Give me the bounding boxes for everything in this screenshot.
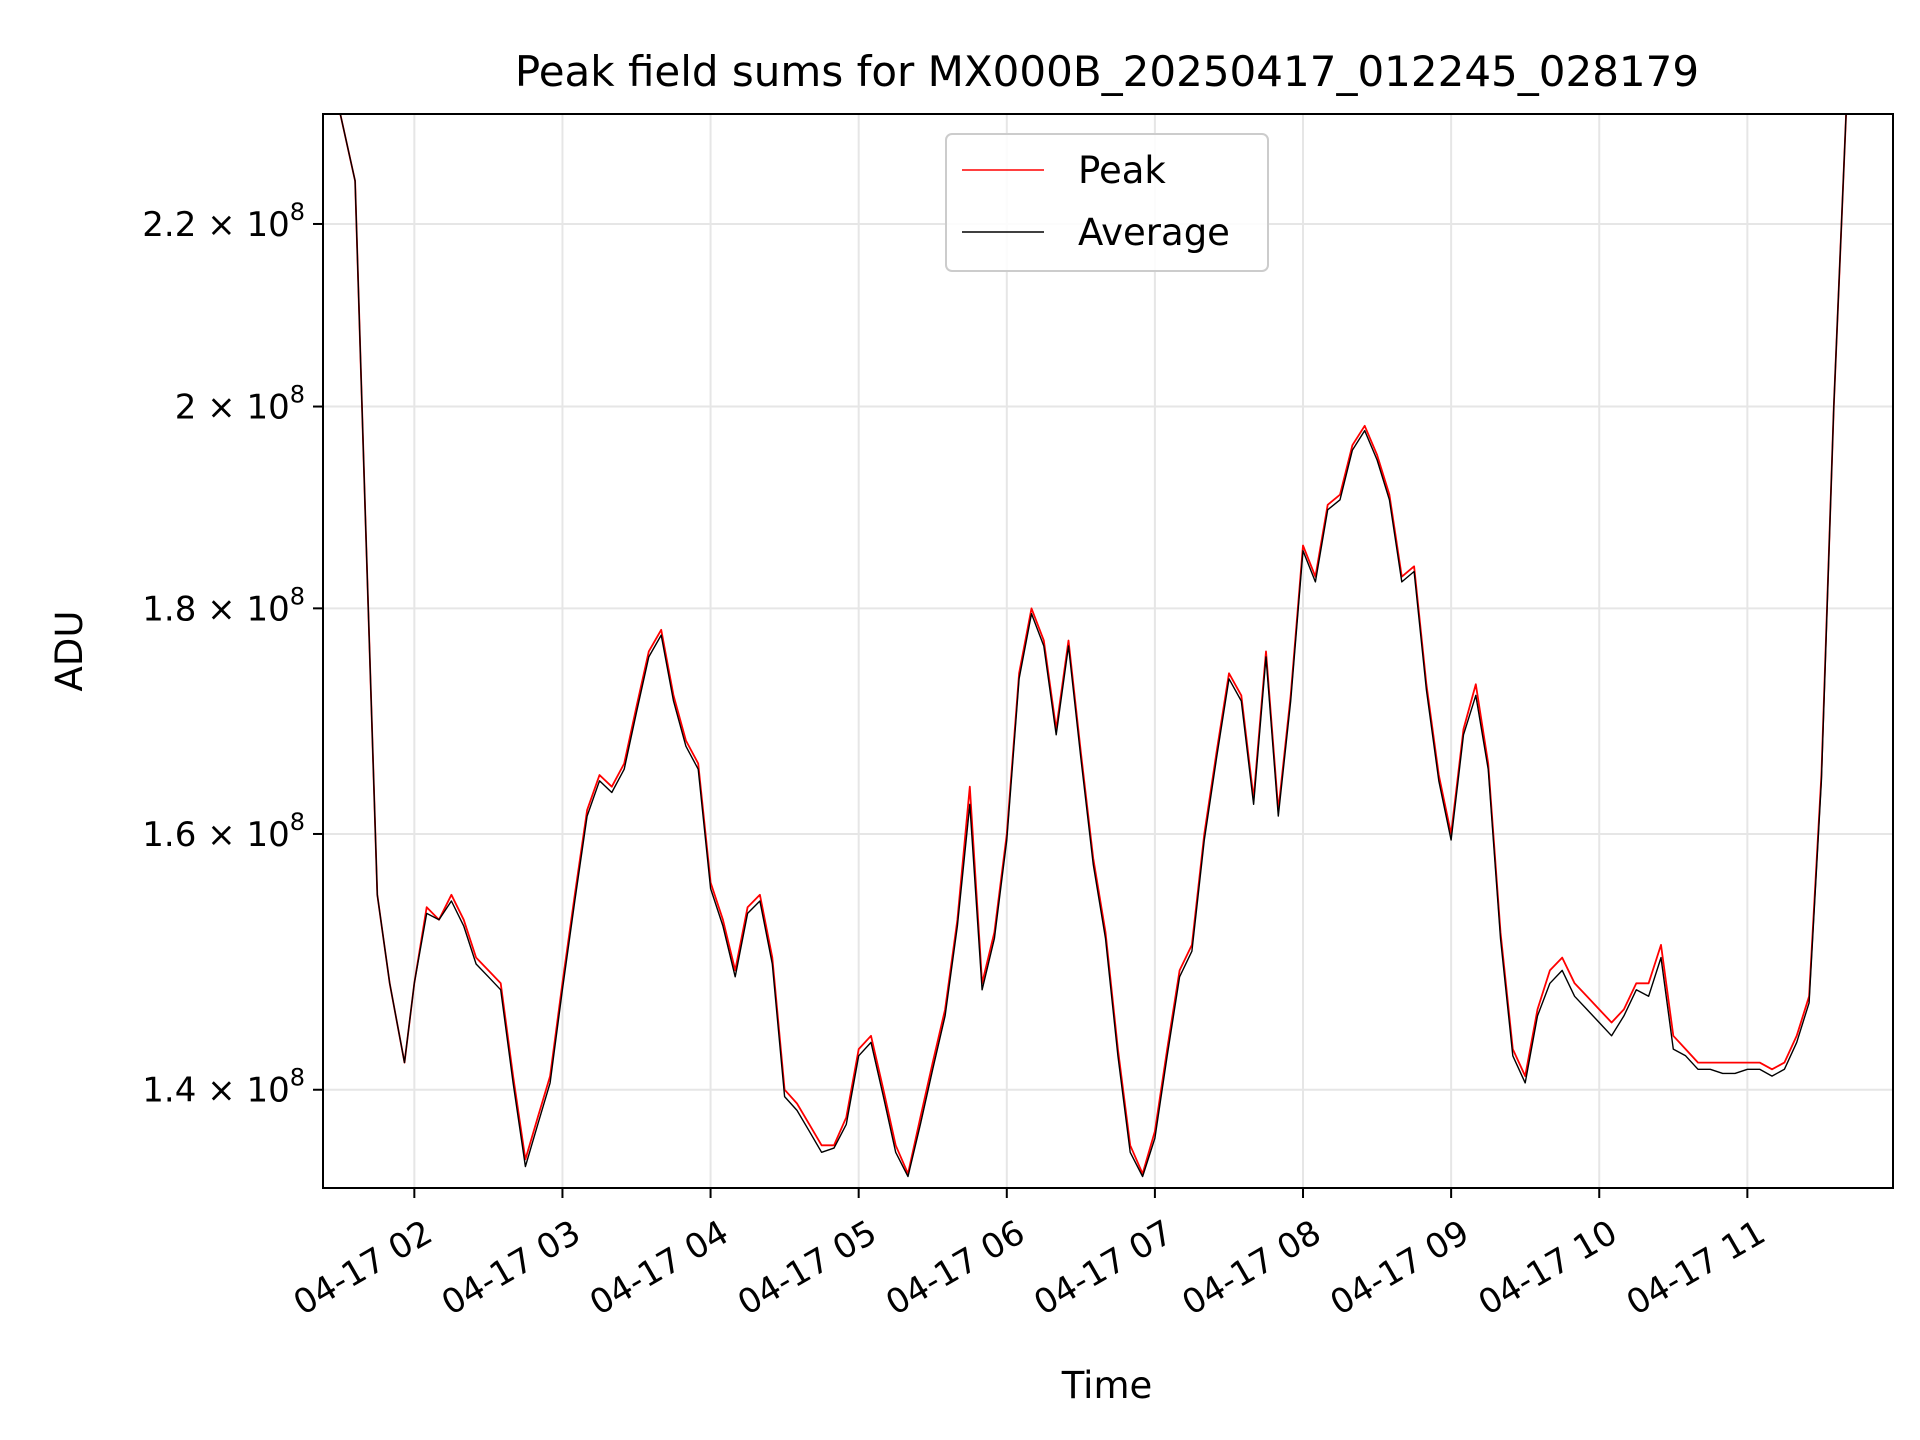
y-tick-exponent: 8 [290,198,305,226]
y-tick-exponent: 8 [290,1064,305,1092]
legend-box [945,133,1269,272]
y-tick-exponent: 8 [290,381,305,409]
y-tick-label: 2 × 108 [175,381,305,428]
legend: Peak Average [945,133,1269,272]
y-tick-exponent: 8 [290,808,305,836]
series-line-average [323,114,1859,1178]
y-tick-label: 1.8 × 108 [142,582,305,629]
y-tick-label: 1.6 × 108 [142,808,305,855]
y-tick-base: 1.8 × 10 [142,589,289,629]
y-tick-base: 2 × 10 [175,388,290,428]
y-tick-base: 1.6 × 10 [142,815,289,855]
y-tick-base: 2.2 × 10 [142,205,289,245]
legend-label-peak: Peak [1078,149,1166,192]
y-tick-label: 1.4 × 108 [142,1064,305,1111]
series-layer [323,114,1859,1178]
plot-frame [322,113,1894,1189]
chart-title: Peak field sums for MX000B_20250417_0122… [515,47,1699,96]
y-tick-base: 1.4 × 10 [142,1071,289,1111]
y-tick-label: 2.2 × 108 [142,198,305,245]
y-axis-label: ADU [48,611,91,692]
x-axis-label: Time [1061,1364,1153,1407]
legend-label-average: Average [1078,211,1230,254]
y-tick-exponent: 8 [290,582,305,610]
